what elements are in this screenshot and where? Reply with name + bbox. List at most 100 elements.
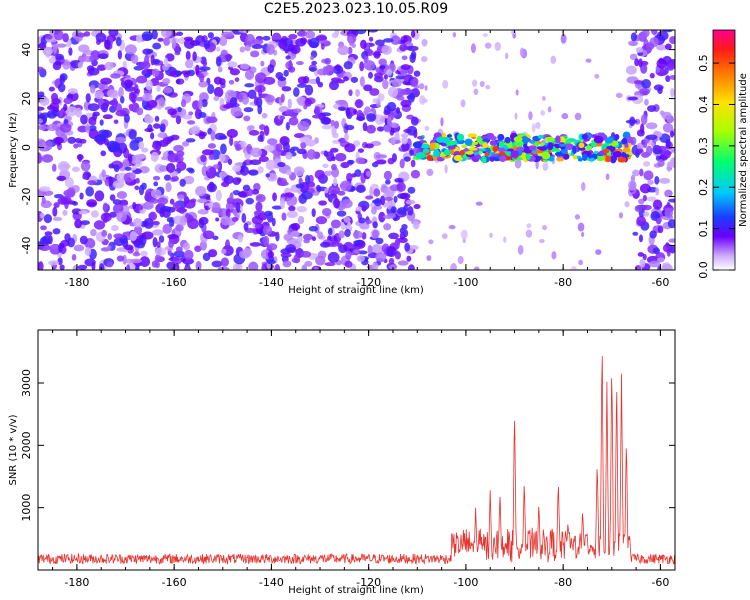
heatmap-cell (117, 142, 128, 154)
heatmap-cell (382, 79, 389, 90)
heatmap-cell (65, 106, 78, 117)
heatmap-cell (528, 111, 533, 120)
heatmap-cell (344, 133, 349, 141)
snr-ylabel: SNR (10 * v/v) (8, 414, 19, 485)
heatmap-cell (152, 229, 164, 236)
heatmap-cell (46, 123, 59, 132)
heatmap-cell (618, 212, 624, 219)
heatmap-cell (562, 153, 570, 160)
heatmap-cell (231, 216, 239, 223)
heatmap-cell (134, 185, 140, 191)
heatmap-cell (106, 89, 118, 98)
y-tick-label: -20 (20, 188, 33, 206)
heatmap-cell (634, 205, 643, 212)
heatmap-cell (255, 193, 266, 203)
heatmap-cell (420, 144, 431, 149)
heatmap-cell (195, 64, 200, 76)
heatmap-cell (204, 205, 209, 210)
heatmap-cell (190, 198, 197, 204)
heatmap-cell (183, 36, 194, 41)
heatmap-cell (655, 44, 668, 51)
heatmap-cell (510, 30, 516, 35)
heatmap-cell (625, 119, 638, 124)
heatmap-cell (63, 97, 73, 105)
heatmap-cell (109, 194, 116, 201)
heatmap-cell (394, 177, 404, 183)
heatmap-cell (173, 250, 185, 258)
heatmap-cell (160, 156, 168, 161)
heatmap-cell (112, 203, 124, 214)
heatmap-cell (400, 88, 413, 96)
x-tick-label: -180 (64, 576, 89, 589)
heatmap-cell (285, 244, 297, 253)
heatmap-cell (203, 40, 211, 50)
heatmap-cell (271, 205, 283, 210)
heatmap-cell (645, 42, 655, 51)
heatmap-cell (52, 228, 61, 235)
heatmap-cell (514, 112, 518, 120)
heatmap-cell (85, 93, 91, 103)
heatmap-cell (357, 148, 364, 153)
heatmap-cell (651, 30, 658, 35)
heatmap-cell (331, 163, 337, 171)
heatmap-cell (41, 154, 54, 163)
heatmap-cell (60, 196, 72, 205)
heatmap-cell (669, 74, 675, 80)
heatmap-cell (188, 168, 195, 174)
heatmap-cell (641, 204, 652, 211)
heatmap-cell (271, 217, 276, 227)
heatmap-cell (183, 242, 190, 251)
heatmap-cell (48, 57, 57, 64)
heatmap-cell (45, 34, 53, 40)
heatmap-cell (239, 63, 250, 70)
heatmap-cell (124, 86, 136, 92)
heatmap-cell (243, 115, 251, 122)
heatmap-cell (359, 76, 365, 87)
heatmap-cell (394, 131, 400, 140)
heatmap-cell (662, 30, 673, 33)
heatmap-cell (129, 139, 141, 151)
heatmap-cell (321, 124, 333, 130)
heatmap-cell (266, 259, 276, 265)
heatmap-cell (93, 220, 106, 230)
heatmap-cell (386, 116, 392, 127)
heatmap-cell (638, 58, 643, 68)
heatmap-cell (129, 172, 136, 180)
heatmap-cell (103, 39, 111, 50)
heatmap-cell (116, 211, 127, 223)
heatmap-cell (407, 206, 414, 216)
heatmap-cell (582, 153, 588, 161)
heatmap-cell (135, 75, 148, 84)
heatmap-cell (396, 182, 406, 192)
heatmap-cell (140, 250, 148, 257)
heatmap-cell (229, 192, 234, 204)
heatmap-cell (372, 229, 379, 239)
heatmap-cell (174, 70, 182, 77)
heatmap-cell (410, 116, 419, 126)
heatmap-cell (72, 264, 80, 270)
heatmap-cell (51, 163, 57, 172)
heatmap-cell (418, 83, 425, 90)
heatmap-cell (138, 141, 145, 150)
heatmap-cell (424, 125, 430, 131)
heatmap-cell (311, 114, 324, 119)
heatmap-cell (541, 151, 551, 160)
heatmap-cell (90, 210, 99, 218)
heatmap-cell (375, 154, 388, 159)
heatmap-cell (290, 44, 301, 54)
heatmap-cell (52, 216, 63, 222)
heatmap-cell (158, 235, 165, 243)
heatmap-cell (638, 234, 644, 243)
heatmap-cell (656, 257, 665, 263)
heatmap-cell (175, 224, 184, 232)
heatmap-cell (293, 87, 300, 97)
heatmap-cell (442, 79, 449, 89)
heatmap-cell (94, 90, 105, 100)
heatmap-cell (163, 57, 169, 67)
heatmap-cell (625, 65, 637, 75)
heatmap-cell (378, 58, 387, 66)
heatmap-cell (353, 108, 358, 115)
heatmap-cell (296, 96, 307, 104)
heatmap-cell (50, 92, 59, 102)
